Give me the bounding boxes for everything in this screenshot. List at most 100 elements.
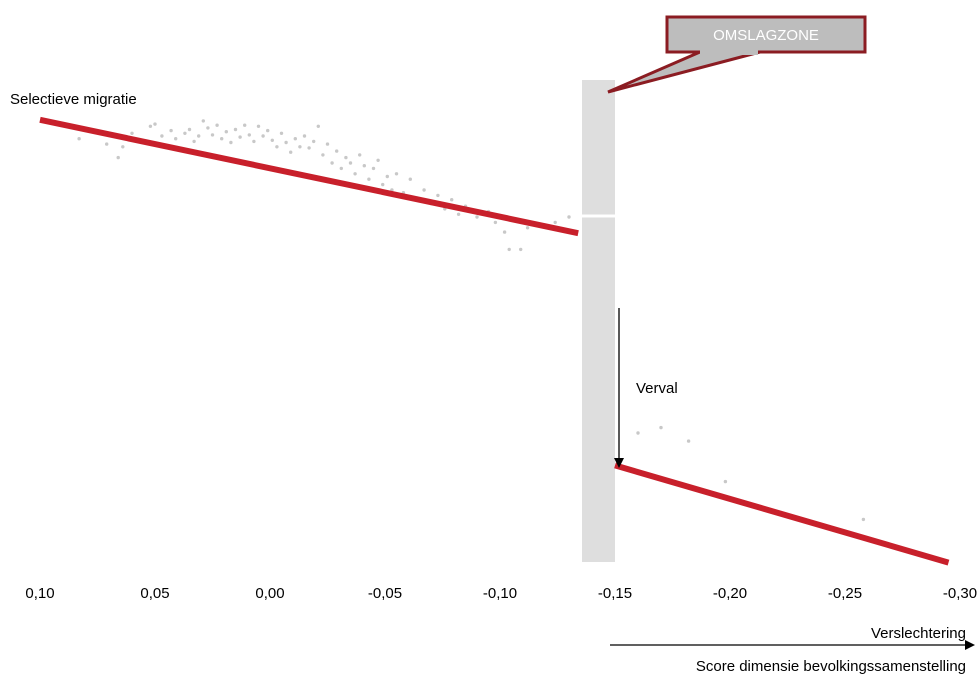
scatter-point [335, 149, 339, 153]
scatter-points [77, 119, 866, 522]
scatter-point [160, 134, 164, 138]
scatter-point [493, 220, 498, 225]
scatter-point [723, 479, 728, 484]
scatter-point [348, 161, 353, 165]
scatter-point [174, 137, 178, 141]
scatter-point [381, 182, 385, 187]
scatter-point [252, 139, 256, 144]
scatter-point [293, 137, 297, 141]
scatter-point [153, 122, 157, 126]
scatter-point [330, 161, 334, 165]
x-tick-label: -0,15 [598, 585, 632, 602]
x-axis-ticks: 0,10 0,05 0,00 -0,05 -0,10 -0,15 -0,20 -0,25 -0,… [25, 585, 977, 602]
trend-line-1 [39, 116, 579, 237]
x-tick-label: 0,00 [255, 585, 284, 602]
callout-box [665, 15, 867, 54]
scatter-point [450, 198, 454, 202]
scatter-point [247, 133, 251, 137]
scatter-point [238, 135, 242, 139]
scatter-point [275, 145, 279, 149]
x-tick-label: -0,25 [828, 585, 862, 602]
scatter-point [210, 133, 215, 137]
scatter-point [284, 140, 288, 145]
scatter-point [475, 215, 479, 219]
x-tick-label: 0,05 [140, 585, 169, 602]
scatter-point [567, 215, 571, 219]
y-axis-label: Selectieve migratie [10, 91, 137, 108]
callout-pointer [607, 50, 761, 94]
scatter-point [371, 166, 376, 171]
scatter-point [358, 153, 362, 157]
scatter-point [436, 193, 440, 198]
scatter-point [408, 177, 412, 181]
scatter-point [367, 177, 371, 181]
scatter-point [187, 127, 192, 132]
x-tick-label: -0,05 [368, 585, 402, 602]
scatter-point [220, 137, 224, 141]
scatter-point [353, 172, 357, 176]
scatter-point [77, 137, 81, 141]
scatter-point [362, 164, 366, 168]
scatter-point [116, 155, 120, 160]
scatter-point [201, 119, 205, 123]
scatter-point [298, 145, 302, 149]
scatter-point [394, 172, 399, 176]
scatter-point [525, 226, 530, 230]
x-axis-label: Score dimensie bevolkingssamenstelling [696, 658, 966, 675]
scatter-point [266, 128, 270, 133]
scatter-point [325, 142, 330, 146]
scatter-point [376, 158, 380, 162]
scatter-point [861, 517, 866, 522]
scatter-point [307, 146, 311, 150]
scatter-point [344, 155, 348, 160]
scatter-point [243, 123, 247, 127]
scatter-point [422, 188, 426, 192]
scatter-point [197, 134, 201, 138]
drop-annotation-label: Verval [636, 380, 678, 397]
scatter-point [636, 431, 640, 435]
scatter-point [169, 128, 173, 133]
scatter-point [183, 131, 187, 135]
threshold-zone-label: OMSLAGZONE [713, 27, 819, 44]
scatter-point [553, 220, 557, 225]
scatter-point [659, 425, 663, 430]
scatter-point [321, 153, 325, 157]
scatter-point [385, 174, 389, 179]
scatter-point [105, 142, 109, 146]
x-direction-label: Verslechtering [871, 625, 966, 642]
scatter-point [233, 127, 238, 132]
direction-arrow-head [965, 640, 975, 650]
scatter-point [339, 166, 343, 171]
scatter-point [215, 123, 219, 127]
scatter-point [261, 134, 265, 138]
scatter-point [256, 124, 261, 128]
scatter-point [192, 139, 196, 144]
scatter-point [229, 140, 233, 145]
scatter-point [312, 139, 316, 144]
x-tick-label: -0,10 [483, 585, 517, 602]
x-tick-label: -0,20 [713, 585, 747, 602]
scatter-point [519, 247, 523, 252]
scatter-point [121, 145, 125, 149]
scatter-point [206, 126, 210, 130]
scatter-point [289, 150, 293, 154]
scatter-point [507, 247, 511, 252]
scatter-point [130, 131, 134, 135]
scatter-point [316, 124, 320, 128]
drop-arrow-head [614, 458, 624, 468]
scatter-point [148, 124, 153, 128]
trend-lines [39, 116, 950, 566]
trend-line-2 [614, 462, 950, 566]
threshold-zone-band [582, 80, 615, 562]
x-tick-label: 0,10 [25, 585, 54, 602]
x-tick-label: -0,30 [943, 585, 977, 602]
callout-pointer-cover [700, 49, 758, 55]
scatter-point [224, 130, 228, 134]
scatter-point [279, 131, 284, 135]
scatter-point [686, 439, 691, 443]
scatter-point [502, 230, 507, 234]
scatter-point [270, 138, 274, 142]
scatter-point [456, 212, 461, 216]
scatter-point [302, 134, 307, 138]
